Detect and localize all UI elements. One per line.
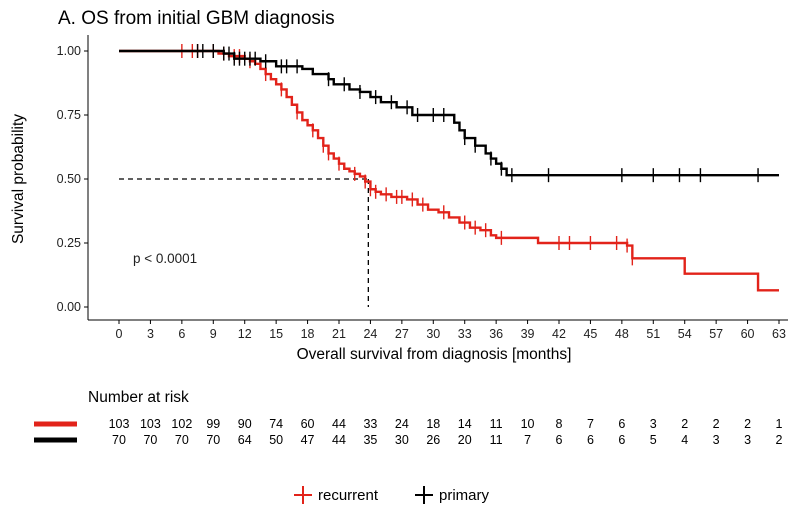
x-tick-label: 36	[489, 327, 503, 341]
risk-value-primary: 6	[587, 433, 594, 447]
risk-value-primary: 50	[269, 433, 283, 447]
risk-value-primary: 70	[143, 433, 157, 447]
y-tick-label: 0.00	[57, 300, 81, 314]
x-tick-label: 27	[395, 327, 409, 341]
risk-value-recurrent: 102	[171, 417, 192, 431]
risk-value-recurrent: 8	[556, 417, 563, 431]
risk-value-recurrent: 1	[776, 417, 783, 431]
risk-value-primary: 35	[363, 433, 377, 447]
y-axis-title: Survival probability	[10, 114, 27, 244]
x-tick-label: 18	[301, 327, 315, 341]
risk-value-recurrent: 103	[109, 417, 130, 431]
x-tick-label: 45	[583, 327, 597, 341]
x-tick-label: 15	[269, 327, 283, 341]
legend: recurrent primary	[294, 486, 490, 504]
risk-table-title: Number at risk	[88, 389, 189, 406]
risk-value-recurrent: 10	[521, 417, 535, 431]
x-tick-label: 54	[678, 327, 692, 341]
y-tick-label: 1.00	[57, 44, 81, 58]
risk-value-recurrent: 2	[713, 417, 720, 431]
risk-value-recurrent: 6	[618, 417, 625, 431]
x-tick-label: 21	[332, 327, 346, 341]
risk-value-recurrent: 11	[490, 417, 503, 431]
x-tick-label: 6	[178, 327, 185, 341]
x-tick-label: 42	[552, 327, 566, 341]
risk-value-primary: 20	[458, 433, 472, 447]
risk-value-primary: 26	[426, 433, 440, 447]
p-value-annotation: p < 0.0001	[133, 251, 197, 266]
risk-value-primary: 64	[238, 433, 252, 447]
x-tick-label: 39	[521, 327, 535, 341]
risk-value-primary: 70	[175, 433, 189, 447]
risk-value-recurrent: 99	[206, 417, 220, 431]
risk-value-primary: 44	[332, 433, 346, 447]
x-tick-label: 63	[772, 327, 786, 341]
risk-value-primary: 70	[206, 433, 220, 447]
risk-value-primary: 3	[713, 433, 720, 447]
x-tick-label: 12	[238, 327, 252, 341]
risk-value-recurrent: 14	[458, 417, 472, 431]
risk-value-recurrent: 60	[301, 417, 315, 431]
y-tick-label: 0.75	[57, 108, 81, 122]
survival-curve-primary	[119, 49, 779, 177]
risk-value-primary: 70	[112, 433, 126, 447]
y-tick-label: 0.25	[57, 236, 81, 250]
risk-value-recurrent: 103	[140, 417, 161, 431]
risk-value-recurrent: 33	[363, 417, 377, 431]
risk-value-primary: 3	[744, 433, 751, 447]
risk-value-recurrent: 90	[238, 417, 252, 431]
risk-value-primary: 6	[556, 433, 563, 447]
y-tick-label: 0.50	[57, 172, 81, 186]
risk-value-recurrent: 3	[650, 417, 657, 431]
risk-value-primary: 47	[301, 433, 315, 447]
x-tick-label: 48	[615, 327, 629, 341]
risk-value-recurrent: 74	[269, 417, 283, 431]
risk-value-primary: 5	[650, 433, 657, 447]
x-tick-label: 60	[741, 327, 755, 341]
legend-label-recurrent: recurrent	[318, 487, 379, 504]
x-axis-title: Overall survival from diagnosis [months]	[297, 346, 572, 363]
risk-value-recurrent: 44	[332, 417, 346, 431]
x-tick-label: 51	[646, 327, 660, 341]
risk-value-recurrent: 18	[426, 417, 440, 431]
risk-value-primary: 11	[490, 433, 503, 447]
legend-label-primary: primary	[439, 487, 490, 504]
risk-value-primary: 2	[776, 433, 783, 447]
x-tick-label: 3	[147, 327, 154, 341]
x-tick-label: 24	[363, 327, 377, 341]
risk-value-recurrent: 2	[681, 417, 688, 431]
x-tick-label: 57	[709, 327, 723, 341]
risk-value-recurrent: 2	[744, 417, 751, 431]
chart-title: A. OS from initial GBM diagnosis	[58, 8, 335, 29]
series-recurrent	[119, 44, 779, 292]
x-tick-label: 33	[458, 327, 472, 341]
x-tick-label: 9	[210, 327, 217, 341]
risk-value-primary: 30	[395, 433, 409, 447]
risk-value-primary: 6	[618, 433, 625, 447]
x-tick-label: 30	[426, 327, 440, 341]
risk-value-recurrent: 24	[395, 417, 409, 431]
risk-value-recurrent: 7	[587, 417, 594, 431]
risk-value-primary: 7	[524, 433, 531, 447]
risk-value-primary: 4	[681, 433, 688, 447]
series-primary	[119, 44, 779, 183]
x-tick-label: 0	[116, 327, 123, 341]
